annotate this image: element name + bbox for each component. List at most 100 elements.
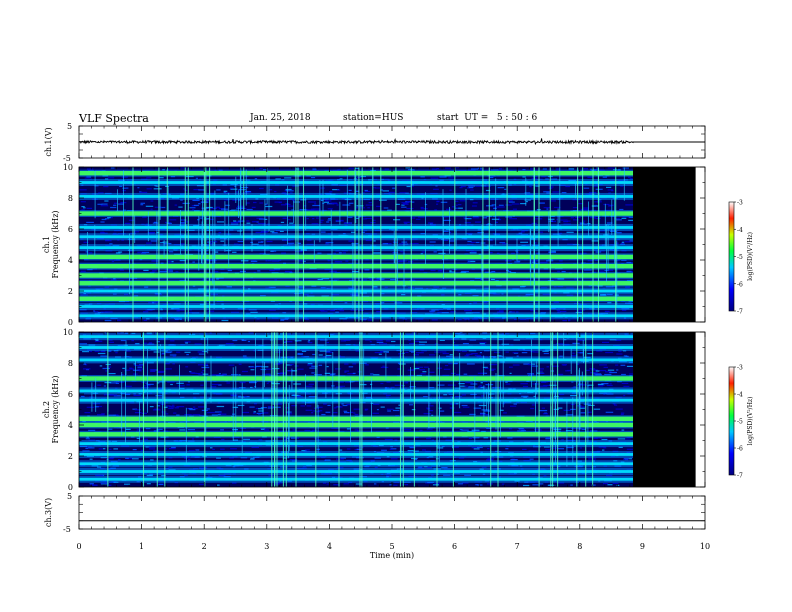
y-axis-label-frequency: Frequency (kHz) (51, 375, 60, 443)
noise-pixel (184, 414, 192, 416)
noise-pixel (195, 449, 200, 451)
noise-pixel (605, 371, 612, 373)
noise-pixel (548, 218, 555, 220)
noise-pixel (487, 448, 490, 450)
noise-pixel (95, 474, 103, 476)
noise-pixel (285, 407, 290, 409)
noise-pixel (86, 207, 93, 209)
noise-pixel (150, 200, 154, 202)
noise-pixel (185, 366, 189, 368)
y-tick-label: 8 (68, 194, 73, 203)
noise-pixel (305, 409, 313, 411)
noise-pixel (505, 381, 508, 383)
noise-pixel (192, 414, 201, 416)
noise-pixel (583, 403, 591, 405)
noise-pixel (211, 414, 218, 416)
noise-pixel (250, 458, 255, 460)
noise-pixel (119, 269, 125, 271)
noise-pixel (479, 342, 487, 344)
noise-pixel (405, 167, 410, 169)
noise-pixel (499, 242, 506, 244)
noise-pixel (109, 341, 114, 343)
noise-pixel (248, 332, 254, 334)
noise-pixel (469, 413, 476, 415)
noise-pixel (120, 339, 127, 342)
noise-pixel (312, 410, 316, 412)
noise-pixel (161, 475, 166, 477)
noise-pixel (490, 459, 493, 461)
spectral-band (79, 432, 634, 437)
noise-pixel (353, 412, 356, 414)
noise-pixel (331, 373, 336, 375)
noise-pixel (618, 446, 623, 448)
noise-pixel (107, 217, 111, 219)
noise-pixel (351, 231, 356, 233)
noise-pixel (293, 383, 302, 385)
noise-pixel (434, 351, 441, 353)
noise-pixel (616, 353, 623, 355)
noise-pixel (417, 216, 425, 218)
noise-pixel (158, 370, 166, 372)
noise-pixel (384, 243, 392, 245)
noise-pixel (115, 252, 121, 254)
noise-pixel (320, 199, 324, 201)
noise-pixel (400, 251, 404, 253)
noise-pixel (521, 352, 528, 354)
noise-pixel (565, 185, 571, 188)
noise-pixel (489, 252, 493, 254)
noise-pixel (379, 343, 387, 345)
noise-pixel (587, 353, 594, 355)
noise-pixel (546, 366, 549, 368)
noise-pixel (373, 403, 380, 405)
noise-pixel (504, 188, 507, 190)
noise-pixel (379, 199, 387, 201)
noise-pixel (472, 202, 478, 204)
noise-pixel (597, 383, 604, 385)
noise-pixel (115, 382, 119, 384)
noise-pixel (582, 207, 589, 209)
noise-pixel (206, 218, 211, 220)
noise-pixel (317, 406, 323, 408)
noise-pixel (97, 384, 102, 386)
spectral-band (79, 335, 634, 339)
noise-pixel (232, 429, 238, 431)
noise-pixel (203, 200, 211, 202)
noise-pixel (455, 204, 458, 206)
noise-pixel (88, 447, 95, 449)
noise-pixel (283, 437, 288, 439)
noise-pixel (469, 252, 477, 254)
noise-pixel (309, 367, 317, 369)
noise-pixel (147, 232, 155, 234)
noise-pixel (254, 403, 257, 405)
noise-pixel (530, 310, 536, 312)
noise-pixel (549, 220, 554, 222)
noise-pixel (559, 355, 563, 357)
noise-pixel (557, 407, 563, 409)
noise-pixel (570, 217, 574, 219)
noise-pixel (311, 223, 319, 225)
noise-pixel (489, 369, 494, 371)
noise-pixel (463, 373, 468, 375)
noise-pixel (339, 449, 343, 451)
noise-pixel (482, 372, 488, 374)
noise-pixel (415, 366, 424, 368)
noise-pixel (158, 483, 164, 485)
noise-pixel (209, 332, 212, 334)
noise-pixel (381, 449, 387, 451)
noise-pixel (103, 332, 107, 334)
noise-pixel (510, 405, 517, 407)
noise-pixel (257, 222, 266, 225)
noise-pixel (390, 458, 398, 460)
noise-pixel (333, 407, 337, 409)
noise-pixel (546, 208, 549, 210)
noise-pixel (415, 340, 421, 343)
noise-pixel (459, 429, 463, 431)
noise-pixel (594, 217, 601, 220)
noise-pixel (490, 278, 495, 280)
noise-pixel (307, 364, 313, 366)
noise-pixel (354, 429, 359, 431)
noise-pixel (464, 355, 468, 357)
noise-pixel (480, 412, 486, 414)
y-tick-label: 2 (68, 452, 73, 461)
noise-pixel (426, 467, 432, 469)
